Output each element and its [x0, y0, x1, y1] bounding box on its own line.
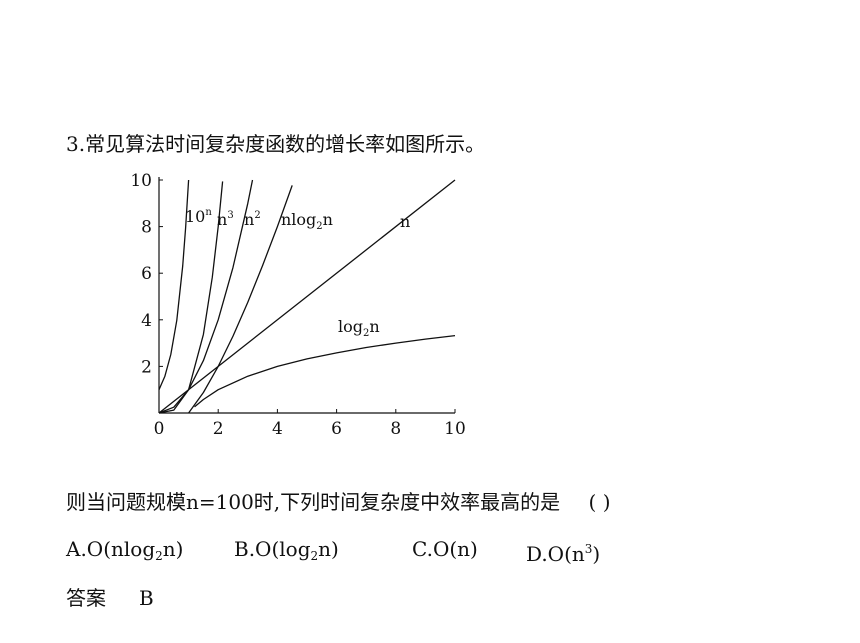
- x-tick-label-10: 10: [444, 419, 466, 439]
- question-title: 3.常见算法时间复杂度函数的增长率如图所示。: [66, 132, 486, 156]
- option-a-suffix: n): [162, 537, 184, 561]
- series-line-n3: [158, 181, 224, 414]
- series-line-n2: [158, 179, 254, 414]
- series-line-log2n: [194, 334, 456, 408]
- option-d: D.O(n3): [526, 537, 600, 566]
- x-tick-label-4: 4: [272, 419, 283, 439]
- answer-label: 答案: [66, 586, 106, 610]
- series-label-log2n: log2n: [338, 317, 380, 339]
- option-d-sup: 3: [584, 542, 593, 556]
- y-tick-label-8: 8: [141, 218, 152, 238]
- option-a-sub: 2: [155, 549, 163, 563]
- y-tick-labels: 2 4 6 8 10: [130, 171, 152, 377]
- option-b: B.O(log2n): [234, 537, 339, 568]
- series-line-nlog2n: [188, 185, 293, 414]
- option-d-suffix: ): [592, 542, 601, 566]
- y-tick-label-10: 10: [130, 171, 152, 191]
- option-a-prefix: A.O(nlog: [66, 537, 156, 561]
- series-label-n: n: [400, 212, 410, 231]
- series-labels: 10n n3 n2 nlog2n nlog2n: [185, 207, 410, 339]
- series-line-10n: [158, 179, 190, 390]
- option-b-sub: 2: [310, 549, 319, 563]
- y-tick-label-4: 4: [141, 311, 152, 331]
- option-c: C.O(n): [412, 537, 478, 561]
- y-tick-marks: [159, 179, 163, 367]
- x-tick-labels: 0 2 4 6 8 10: [154, 419, 466, 439]
- y-tick-label-6: 6: [141, 264, 152, 284]
- option-b-suffix: n): [318, 537, 339, 561]
- answer-blank: ( ): [588, 490, 611, 514]
- x-tick-label-6: 6: [331, 419, 342, 439]
- stem-text: 则当问题规模n=100时,下列时间复杂度中效率最高的是: [66, 490, 561, 514]
- series-line-n: [158, 179, 456, 414]
- series-lines: [158, 179, 456, 414]
- x-tick-marks: [217, 409, 456, 413]
- series-label-n3: n3: [217, 210, 234, 229]
- x-tick-label-8: 8: [390, 419, 401, 439]
- series-label-n2: n2: [244, 210, 261, 229]
- option-b-prefix: B.O(log: [234, 537, 311, 561]
- x-tick-label-0: 0: [154, 419, 165, 439]
- question-stem: 则当问题规模n=100时,下列时间复杂度中效率最高的是 ( ): [66, 490, 611, 514]
- y-tick-label-2: 2: [141, 357, 152, 377]
- x-tick-label-2: 2: [213, 419, 224, 439]
- option-a: A.O(nlog2n): [66, 537, 183, 568]
- answer-value: B: [139, 586, 154, 610]
- series-label-10n: 10n: [185, 207, 212, 226]
- option-d-prefix: D.O(n: [526, 542, 585, 566]
- series-label-nlog2n: nlog2n: [281, 210, 333, 232]
